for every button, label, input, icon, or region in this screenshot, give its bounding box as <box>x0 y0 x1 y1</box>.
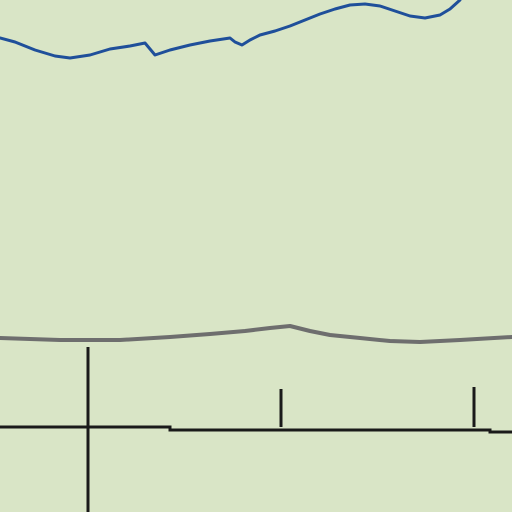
river-line <box>0 0 462 60</box>
boundary-horizontal <box>0 425 512 434</box>
boundary-lines <box>0 347 512 512</box>
road-line <box>0 324 512 344</box>
